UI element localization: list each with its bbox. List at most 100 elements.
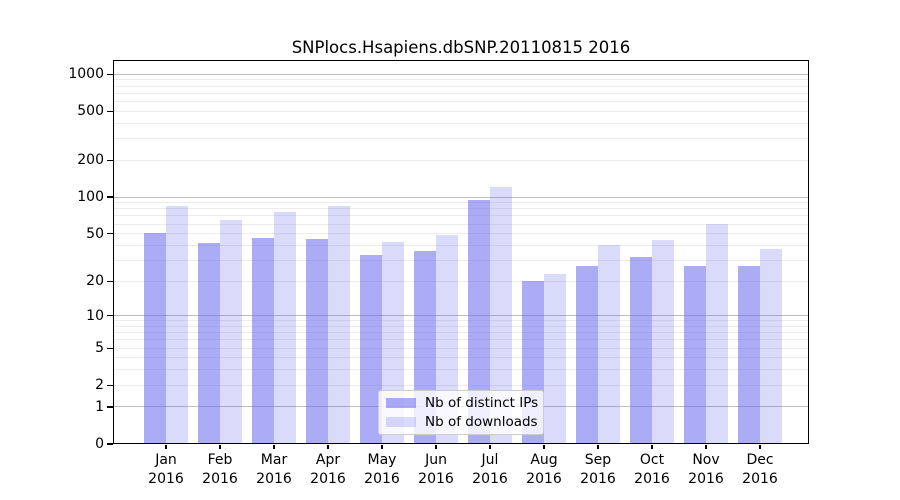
- x-tick: [543, 444, 545, 449]
- x-tick-label: Nov 2016: [688, 452, 724, 487]
- gridline-minor: [114, 259, 808, 261]
- gridline-minor: [114, 208, 808, 210]
- x-tick-label: Jun 2016: [418, 452, 454, 487]
- y-tick: [107, 406, 113, 408]
- y-tick-label: 5: [95, 340, 104, 357]
- gridline-minor: [114, 122, 808, 124]
- y-tick-label: 10: [86, 307, 104, 324]
- gridline-minor: [114, 202, 808, 204]
- x-tick: [435, 444, 437, 449]
- bar-distinct-ips-oct: [630, 256, 652, 444]
- y-tick: [107, 233, 113, 235]
- x-tick: [165, 444, 167, 449]
- bar-distinct-ips-mar: [252, 237, 274, 444]
- y-tick: [107, 196, 113, 198]
- bar-distinct-ips-may: [360, 255, 382, 444]
- bar-downloads-aug: [544, 273, 566, 444]
- x-tick: [705, 444, 707, 449]
- gridline-minor: [114, 339, 808, 341]
- gridline-minor: [114, 85, 808, 87]
- x-tick: [381, 444, 383, 449]
- gridline-minor: [114, 325, 808, 327]
- gridline-minor: [114, 215, 808, 217]
- x-tick-label: Mar 2016: [256, 452, 292, 487]
- x-tick: [489, 444, 491, 449]
- gridline-major: [114, 196, 808, 198]
- y-tick-label: 1000: [68, 66, 104, 83]
- bar-downloads-jul: [490, 187, 512, 444]
- bar-downloads-mar: [274, 212, 296, 444]
- x-tick-label: Apr 2016: [310, 452, 346, 487]
- x-tick-label: Feb 2016: [202, 452, 238, 487]
- x-tick: [273, 444, 275, 449]
- gridline-minor: [114, 280, 808, 282]
- gridline-major: [114, 73, 808, 75]
- gridline-minor: [114, 332, 808, 334]
- gridline-minor: [114, 369, 808, 371]
- x-tick-label: Dec 2016: [742, 452, 778, 487]
- x-tick-label: May 2016: [364, 452, 400, 487]
- x-tick-label: Jan 2016: [148, 452, 184, 487]
- x-tick: [219, 444, 221, 449]
- gridline-minor: [114, 92, 808, 94]
- gridline-minor: [114, 320, 808, 322]
- y-tick-label: 0: [95, 436, 104, 452]
- gridline-minor: [114, 233, 808, 235]
- gridline-minor: [114, 101, 808, 103]
- y-tick: [107, 347, 113, 349]
- bar-distinct-ips-dec: [738, 265, 760, 444]
- y-tick-label: 100: [77, 189, 104, 206]
- x-tick-label: Sep 2016: [580, 452, 616, 487]
- x-tick: [597, 444, 599, 449]
- gridline-minor: [114, 79, 808, 81]
- legend-label: Nb of distinct IPs: [425, 395, 539, 411]
- chart-title: SNPlocs.Hsapiens.dbSNP.20110815 2016: [291, 38, 631, 57]
- gridline-minor: [114, 110, 808, 112]
- legend-item-distinct-ips: Nb of distinct IPs: [386, 395, 539, 411]
- y-tick-label: 200: [77, 152, 104, 169]
- y-tick: [107, 73, 113, 75]
- bar-distinct-ips-nov: [684, 265, 706, 444]
- gridline-minor: [114, 223, 808, 225]
- legend-swatch-distinct-ips-icon: [386, 397, 416, 409]
- y-tick-label: 50: [86, 225, 104, 242]
- bar-distinct-ips-sep: [576, 265, 598, 444]
- x-tick-label: Jul 2016: [472, 452, 508, 487]
- x-tick: [651, 444, 653, 449]
- bar-distinct-ips-apr: [306, 239, 328, 444]
- legend-swatch-downloads-icon: [386, 416, 416, 428]
- gridline-minor: [114, 138, 808, 140]
- y-tick-label: 500: [77, 103, 104, 120]
- y-tick: [107, 159, 113, 161]
- y-tick: [107, 443, 113, 445]
- bar-downloads-nov: [706, 224, 728, 444]
- gridline-minor: [114, 357, 808, 359]
- legend-label: Nb of downloads: [425, 414, 538, 430]
- y-tick: [107, 280, 113, 282]
- gridline-minor: [114, 347, 808, 349]
- gridline-major: [114, 315, 808, 317]
- gridline-minor: [114, 244, 808, 246]
- gridline-minor: [114, 384, 808, 386]
- y-tick: [107, 384, 113, 386]
- bar-downloads-sep: [598, 245, 620, 444]
- y-tick: [107, 315, 113, 317]
- gridline-minor: [114, 159, 808, 161]
- bar-downloads-feb: [220, 219, 242, 444]
- bar-downloads-oct: [652, 240, 674, 444]
- x-tick-label: Oct 2016: [634, 452, 670, 487]
- bar-distinct-ips-jul: [468, 200, 490, 444]
- y-tick-label: 2: [95, 377, 104, 394]
- legend: Nb of distinct IPs Nb of downloads: [378, 390, 544, 435]
- x-tick: [327, 444, 329, 449]
- legend-item-downloads: Nb of downloads: [386, 414, 538, 430]
- bar-distinct-ips-jan: [144, 232, 166, 444]
- bar-downloads-dec: [760, 249, 782, 444]
- bar-downloads-jan: [166, 205, 188, 444]
- y-tick-label: 1: [95, 398, 104, 415]
- y-tick: [107, 110, 113, 112]
- bar-downloads-apr: [328, 205, 350, 444]
- y-tick-label: 20: [86, 273, 104, 290]
- x-tick: [759, 444, 761, 449]
